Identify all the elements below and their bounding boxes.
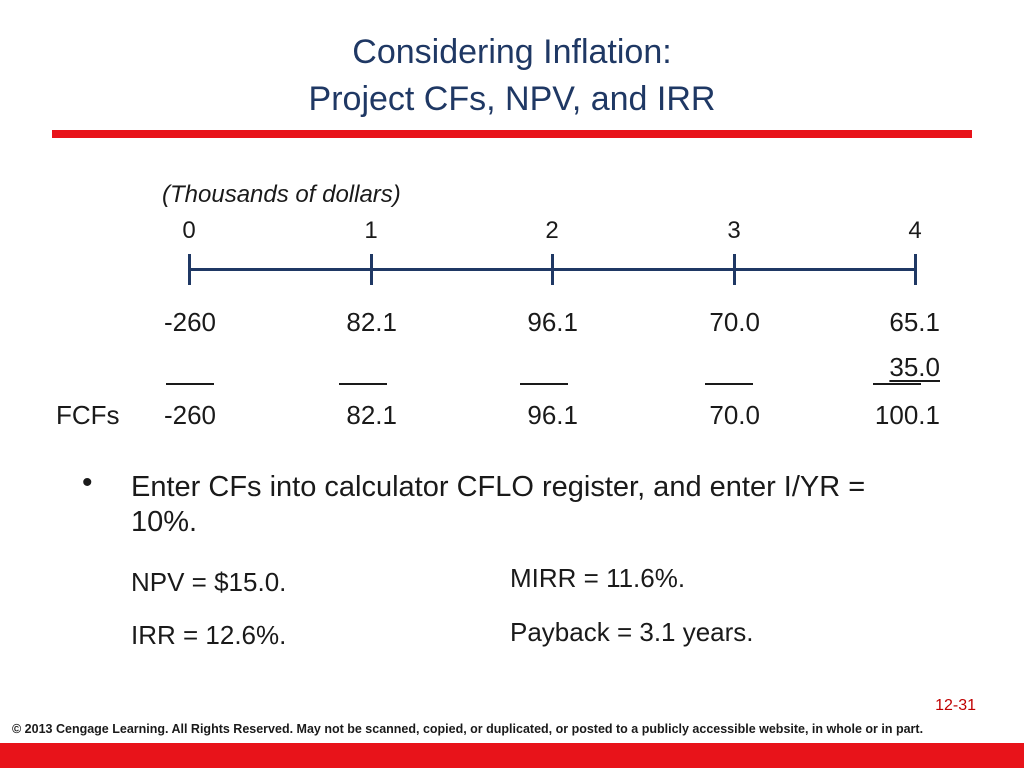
units-label: (Thousands of dollars): [162, 181, 401, 208]
operating-cf-2: 96.1: [527, 307, 578, 337]
footer: © 2013 Cengage Learning. All Rights Rese…: [0, 716, 1024, 768]
sum-rule-0: [166, 383, 214, 385]
timeline-tick-3: [733, 254, 736, 285]
sum-rule-1: [339, 383, 387, 385]
timeline-tick-0: [188, 254, 191, 285]
period-label-1: 1: [364, 217, 378, 244]
slide-title-line-1: Considering Inflation:: [352, 33, 672, 71]
timeline-tick-1: [370, 254, 373, 285]
timeline-tick-2: [551, 254, 554, 285]
sum-rule-2: [520, 383, 568, 385]
copyright-notice: © 2013 Cengage Learning. All Rights Rese…: [12, 722, 924, 736]
operating-cf-1: 82.1: [346, 307, 397, 337]
mirr-result: MIRR = 11.6%.: [510, 563, 686, 593]
fcf-2: 96.1: [527, 400, 578, 430]
operating-cf-0: -260: [163, 307, 216, 337]
bullet-text: Enter CFs into calculator CFLO register,…: [131, 471, 866, 538]
footer-bar: [0, 743, 1024, 768]
operating-cf-4: 65.1: [889, 307, 940, 337]
fcf-0: -260: [163, 400, 216, 430]
timeline-tick-4: [914, 254, 917, 285]
title-divider: [52, 130, 972, 138]
period-label-0: 0: [182, 217, 196, 244]
bullet-dot-icon: •: [82, 466, 93, 499]
period-label-2: 2: [545, 217, 559, 244]
period-label-3: 3: [727, 217, 741, 244]
operating-cf-3: 70.0: [709, 307, 760, 337]
slide-title-line-2: Project CFs, NPV, and IRR: [308, 80, 716, 118]
fcf-1: 82.1: [346, 400, 397, 430]
sum-rule-3: [705, 383, 753, 385]
sum-rule-4: [873, 383, 921, 385]
fcf-4: 100.1: [874, 400, 940, 430]
terminal-cf: 35.0: [889, 352, 940, 382]
npv-result: NPV = $15.0.: [131, 567, 287, 597]
period-label-4: 4: [908, 217, 922, 244]
slide-number: 12-31: [935, 697, 976, 714]
fcf-row-label: FCFs: [56, 400, 120, 430]
payback-result: Payback = 3.1 years.: [510, 617, 754, 647]
fcf-3: 70.0: [709, 400, 760, 430]
irr-result: IRR = 12.6%.: [131, 620, 287, 650]
